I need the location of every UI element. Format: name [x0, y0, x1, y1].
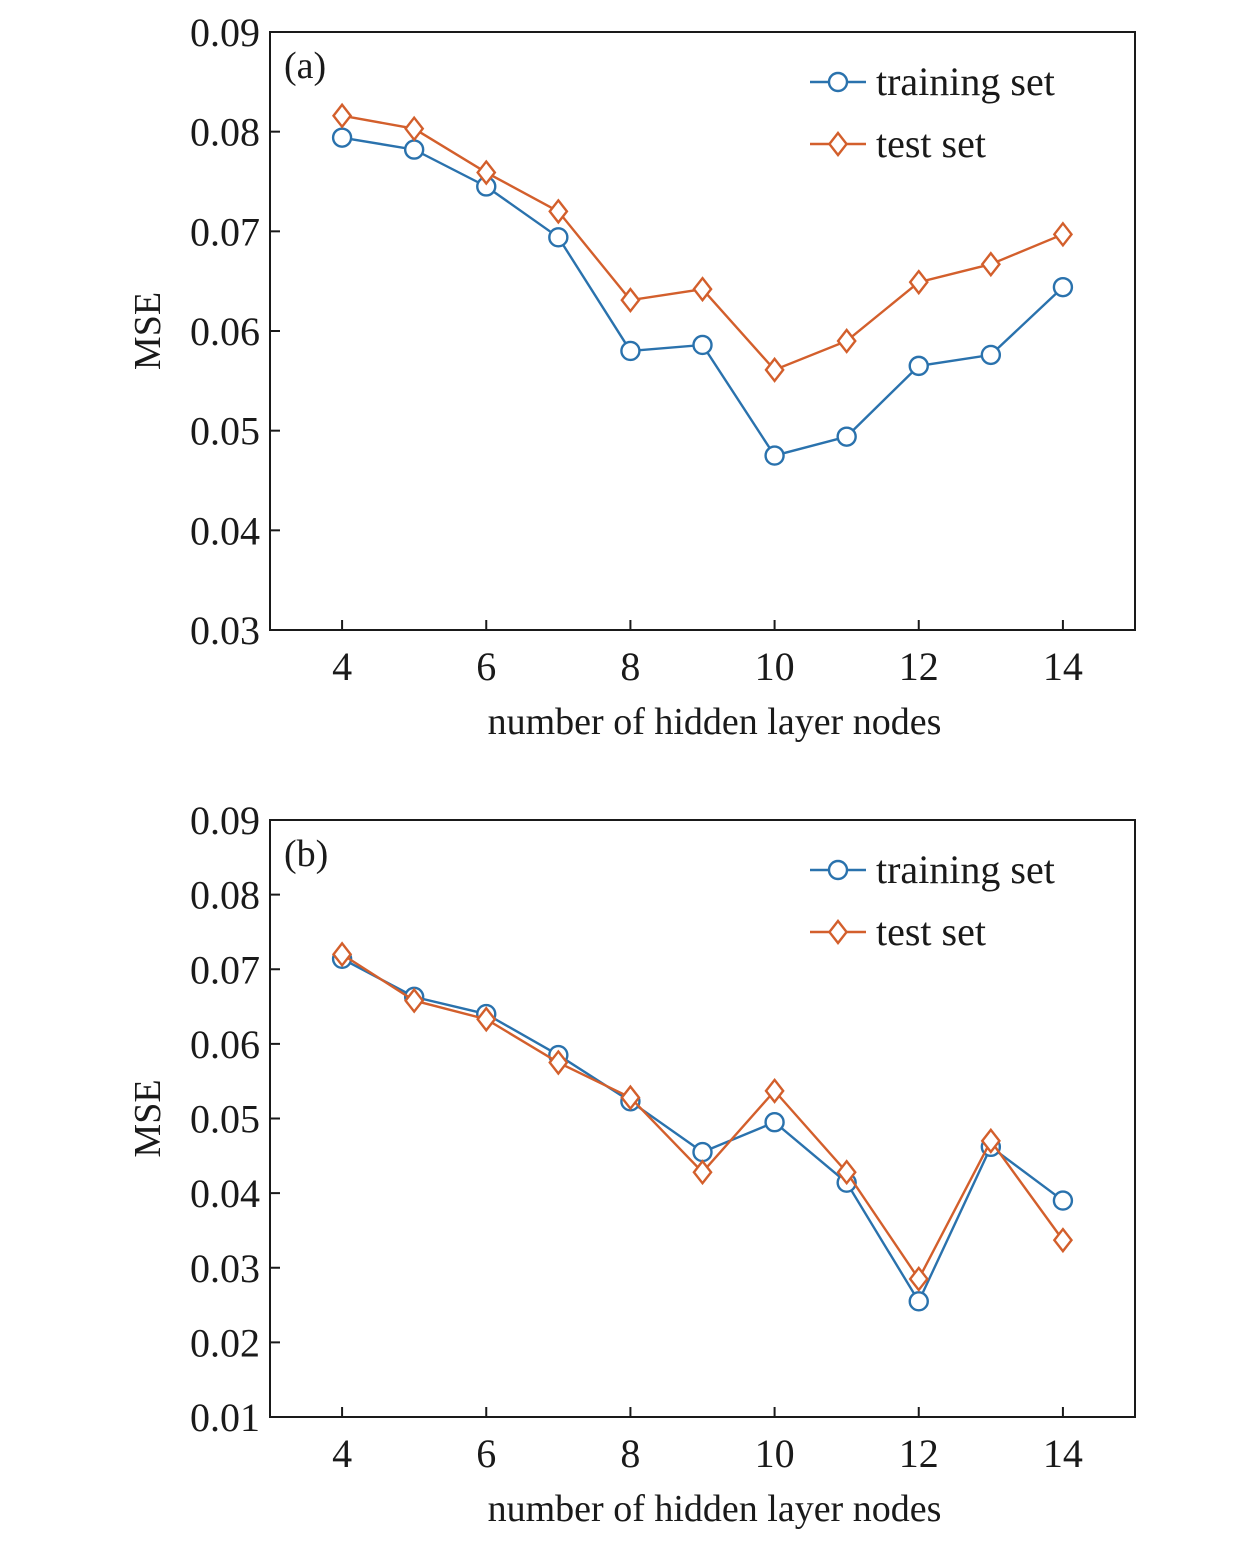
- data-point-diamond: [620, 287, 641, 314]
- legend-label: training set: [876, 847, 1055, 892]
- legend-label: test set: [876, 121, 986, 166]
- data-point-diamond: [1052, 221, 1074, 248]
- data-point-diamond: [548, 1049, 569, 1076]
- x-tick-label: 6: [476, 1431, 496, 1476]
- legend-marker-circle: [827, 859, 849, 881]
- data-point-circle: [548, 227, 569, 248]
- y-tick-label: 0.08: [190, 110, 260, 155]
- y-tick-label: 0.05: [190, 409, 260, 454]
- y-tick-label: 0.01: [190, 1395, 260, 1440]
- data-point-circle: [908, 355, 929, 377]
- x-tick-label: 4: [332, 644, 352, 689]
- data-point-diamond: [764, 1077, 785, 1104]
- data-point-circle: [1052, 276, 1074, 298]
- data-point-diamond: [331, 102, 353, 129]
- data-point-circle: [403, 139, 425, 160]
- y-tick-label: 0.04: [190, 1171, 260, 1216]
- data-point-diamond: [404, 115, 425, 142]
- series-line-1: [341, 953, 1064, 1282]
- x-tick-label: 6: [476, 644, 496, 689]
- data-point-diamond: [692, 276, 713, 303]
- plot-frame: [269, 819, 1136, 1418]
- legend-marker-diamond: [827, 131, 849, 157]
- data-point-circle: [620, 340, 641, 362]
- y-tick-label: 0.02: [190, 1320, 260, 1365]
- y-tick-label: 0.03: [190, 608, 260, 653]
- data-point-circle: [692, 1141, 713, 1163]
- y-axis-label: MSE: [127, 292, 169, 370]
- legend-marker-diamond: [827, 919, 849, 945]
- data-point-diamond: [404, 987, 425, 1014]
- panel-label: (a): [284, 45, 326, 87]
- legend-label: training set: [876, 59, 1055, 104]
- x-axis-label: number of hidden layer nodes: [488, 1488, 942, 1530]
- data-point-circle: [764, 445, 785, 466]
- legend-label: test set: [876, 909, 986, 954]
- chart-panel-0: 0.03 0.04 0.05 0.06 0.07 0.08 0.09 4 6 8 10 12 14 num…: [127, 10, 1136, 743]
- x-tick-label: 12: [899, 644, 939, 689]
- panel-label: (b): [284, 833, 328, 875]
- legend-marker-circle: [827, 71, 849, 93]
- x-tick-label: 14: [1043, 644, 1083, 689]
- data-point-circle: [331, 127, 353, 148]
- data-point-diamond: [836, 1159, 857, 1186]
- data-point-diamond: [908, 269, 929, 296]
- x-tick-label: 10: [755, 1431, 795, 1476]
- data-point-diamond: [836, 328, 857, 354]
- data-point-circle: [836, 426, 857, 447]
- y-tick-label: 0.06: [190, 1022, 260, 1067]
- data-point-diamond: [980, 1127, 1001, 1154]
- y-tick-label: 0.09: [190, 10, 260, 55]
- x-tick-label: 8: [620, 1431, 640, 1476]
- data-point-diamond: [548, 198, 569, 225]
- data-point-diamond: [620, 1084, 641, 1111]
- y-axis-label: MSE: [127, 1079, 169, 1157]
- y-tick-label: 0.03: [190, 1246, 260, 1291]
- data-point-circle: [692, 334, 713, 356]
- y-tick-label: 0.09: [190, 798, 260, 843]
- x-tick-label: 8: [620, 644, 640, 689]
- y-tick-label: 0.08: [190, 873, 260, 918]
- data-point-circle: [764, 1112, 785, 1133]
- y-tick-label: 0.05: [190, 1097, 260, 1142]
- x-tick-label: 4: [332, 1431, 352, 1476]
- data-point-circle: [908, 1291, 929, 1312]
- data-point-diamond: [331, 941, 353, 968]
- data-point-diamond: [980, 251, 1001, 278]
- data-point-diamond: [1052, 1227, 1074, 1254]
- data-point-diamond: [476, 159, 497, 186]
- x-tick-label: 10: [755, 644, 795, 689]
- data-point-circle: [1052, 1190, 1074, 1211]
- data-point-diamond: [476, 1006, 497, 1033]
- plot-frame: [269, 31, 1136, 631]
- data-point-diamond: [908, 1265, 929, 1292]
- data-point-diamond: [692, 1159, 713, 1186]
- x-tick-label: 12: [899, 1431, 939, 1476]
- data-point-diamond: [764, 356, 785, 383]
- y-tick-label: 0.04: [190, 508, 260, 553]
- y-tick-label: 0.07: [190, 209, 260, 254]
- x-tick-label: 14: [1043, 1431, 1083, 1476]
- y-tick-label: 0.06: [190, 309, 260, 354]
- chart-panel-1: 0.01 0.02 0.03 0.04 0.05 0.06 0.07 0.08 0.09 4 6 8 1…: [127, 798, 1136, 1530]
- x-axis-label: number of hidden layer nodes: [488, 701, 942, 743]
- data-point-circle: [980, 344, 1002, 366]
- y-tick-label: 0.07: [190, 947, 260, 992]
